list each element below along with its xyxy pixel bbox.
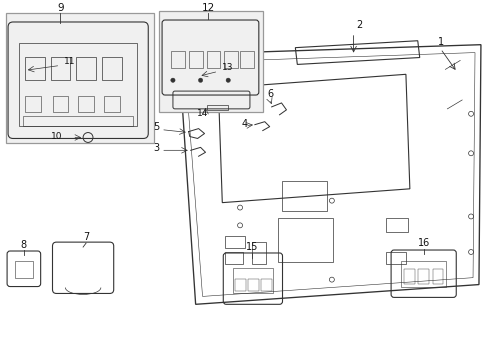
Bar xyxy=(248,279,259,292)
Bar xyxy=(102,57,122,80)
Bar xyxy=(225,252,243,264)
Bar xyxy=(52,96,68,112)
Bar xyxy=(206,51,220,68)
Bar xyxy=(282,181,327,211)
Bar xyxy=(404,269,415,284)
Text: 10: 10 xyxy=(50,132,62,141)
Bar xyxy=(224,51,238,68)
Bar xyxy=(401,261,446,287)
Text: 9: 9 xyxy=(57,3,64,13)
Text: 14: 14 xyxy=(196,109,208,118)
Bar xyxy=(386,219,408,232)
Bar xyxy=(76,57,96,80)
Text: 4: 4 xyxy=(242,119,248,129)
Bar xyxy=(418,269,429,284)
Text: 5: 5 xyxy=(153,122,159,132)
Bar xyxy=(252,242,266,264)
Bar xyxy=(23,116,133,126)
Text: 12: 12 xyxy=(202,3,215,13)
Bar xyxy=(104,96,120,112)
Text: 16: 16 xyxy=(417,238,430,248)
Bar xyxy=(25,57,45,80)
Circle shape xyxy=(226,78,230,82)
Bar xyxy=(277,219,333,262)
Bar xyxy=(78,96,94,112)
Bar xyxy=(19,43,137,126)
Circle shape xyxy=(171,78,175,82)
Text: 11: 11 xyxy=(64,58,76,67)
Text: 2: 2 xyxy=(357,20,363,30)
Bar xyxy=(159,11,263,112)
Bar xyxy=(25,96,41,112)
Text: 13: 13 xyxy=(222,63,234,72)
Bar xyxy=(386,252,406,264)
Bar xyxy=(171,51,185,68)
Bar xyxy=(225,236,245,248)
Bar xyxy=(189,51,202,68)
Bar xyxy=(50,57,70,80)
Text: 8: 8 xyxy=(21,240,27,250)
Text: 7: 7 xyxy=(83,232,89,242)
Bar xyxy=(240,51,254,68)
Text: 15: 15 xyxy=(245,242,258,252)
Text: 1: 1 xyxy=(438,37,443,47)
Bar xyxy=(15,261,33,278)
Bar xyxy=(235,279,246,292)
Bar xyxy=(6,13,154,143)
Bar xyxy=(261,279,271,292)
Text: 6: 6 xyxy=(268,89,274,99)
Bar xyxy=(206,105,228,110)
Bar xyxy=(233,268,272,293)
Bar xyxy=(433,269,443,284)
Text: 3: 3 xyxy=(153,143,159,153)
Circle shape xyxy=(198,78,203,82)
